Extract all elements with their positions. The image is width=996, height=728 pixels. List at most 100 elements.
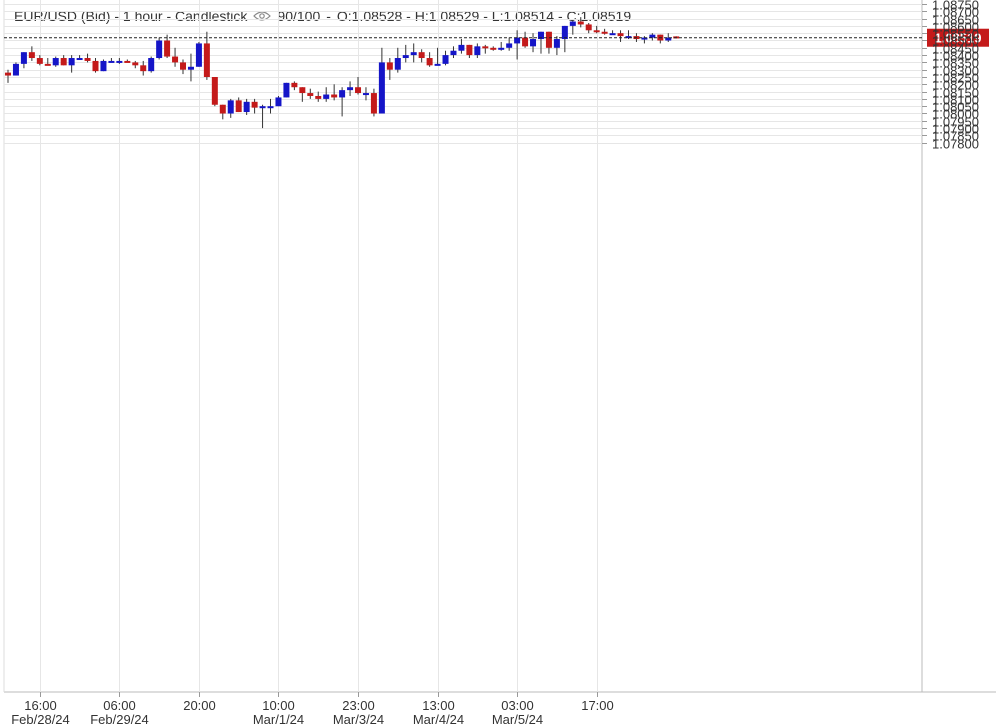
y-tick-label: 1.08550 [932,27,979,42]
candle-body-down [84,58,91,61]
y-tick-label: 1.08750 [932,0,979,13]
x-tick-time: 23:00 [342,698,375,713]
last-price-line: 1.08519 [4,28,989,47]
candle-body-down [44,63,51,66]
candle-body-down [5,72,11,76]
x-tick-date: Feb/29/24 [90,712,149,727]
candle-body-down [593,30,600,33]
x-tick-date: Mar/4/24 [413,712,464,727]
candle-body-down [36,58,43,64]
header-separator: - [326,8,331,24]
y-tick-label: 1.08500 [932,34,979,49]
candle-body-up [259,106,266,109]
candle-body-down [235,100,242,113]
x-tick-time: 17:00 [581,698,614,713]
candle-body-down [370,93,377,114]
y-tick-label: 1.07850 [932,129,979,144]
candle-body-up [402,55,409,59]
candle-body-down [466,44,473,56]
candle-body-up [569,21,576,26]
candle-body-up [450,50,457,56]
candle-body-up [52,58,59,66]
candle-body-up [227,100,234,114]
candle-body-up [514,37,521,44]
candle-body-up [116,60,123,63]
candle-body-down [132,62,139,66]
y-tick-label: 1.08000 [932,107,979,122]
candle-body-up [609,33,616,36]
y-tick-label: 1.08700 [932,5,979,20]
y-tick-label: 1.07950 [932,115,979,130]
candle-body-up [68,58,75,66]
candle-body-up [12,63,19,76]
candle-body-up [20,52,27,64]
candle-body-up [394,58,401,70]
candle-body-up [530,39,537,47]
candle-body-up [410,52,417,56]
candle-body-down [251,101,258,108]
candle-body-down [426,58,433,66]
x-tick-date: Feb/28/24 [11,712,70,727]
candle-body-down [522,37,529,47]
candle-body-down [291,82,298,88]
candle-body-down [28,52,35,59]
candle-body-down [211,77,218,105]
y-tick-label: 1.08650 [932,13,979,28]
candle-body-up [625,36,632,39]
candle-body-up [275,97,282,107]
candle-body-up [339,90,346,98]
candle-body-up [474,46,481,56]
candle-body-down [418,52,425,59]
candle-body-down [203,43,210,77]
y-tick-label: 1.08200 [932,78,979,93]
y-tick-label: 1.08450 [932,42,979,57]
candle-body-down [545,31,552,48]
candle-body-up [434,63,441,66]
candle-body-down [60,58,67,66]
candle-body-down [307,93,314,96]
candle-body-up [108,60,115,63]
candle-body-down [299,87,306,94]
y-tick-label: 1.07800 [932,137,979,152]
candle-body-up [498,47,505,50]
last-price-label: 1.08519 [935,31,982,46]
last-price-tag [927,28,989,47]
y-tick-label: 1.08400 [932,49,979,64]
candle-body-up [362,93,369,96]
candle-body-down [315,95,322,99]
candle-body-up [195,43,202,67]
candle-body-down [355,87,362,94]
candle-body-down [180,62,187,70]
candle-body-up [100,60,107,72]
candle-body-up [553,39,560,48]
y-tick-label: 1.08300 [932,64,979,79]
candle-body-down [490,47,497,50]
candle-body-up [665,37,672,41]
candle-body-up [148,58,155,72]
candle-body-up [649,34,656,38]
grid-lines [3,0,996,693]
candle-body-up [323,94,330,99]
y-tick-label: 1.08100 [932,93,979,108]
x-tick-date: Mar/5/24 [492,712,543,727]
x-tick-time: 16:00 [24,698,57,713]
candle-body-up [506,43,513,48]
candle-body-up [187,66,194,70]
y-tick-label: 1.08150 [932,86,979,101]
y-tick-label: 1.07900 [932,122,979,137]
candles [5,17,680,129]
candle-body-up [537,31,544,40]
candle-body-down [617,33,624,37]
x-tick-time: 20:00 [183,698,216,713]
candle-body-up [283,82,290,98]
y-tick-label: 1.08250 [932,71,979,86]
x-tick-date: Mar/1/24 [253,712,304,727]
x-tick-time: 10:00 [262,698,295,713]
candle-body-up [267,106,274,109]
candle-body-up [561,25,568,40]
candle-body-up [458,44,465,51]
candle-body-down [172,56,179,63]
candle-body-down [92,60,99,72]
